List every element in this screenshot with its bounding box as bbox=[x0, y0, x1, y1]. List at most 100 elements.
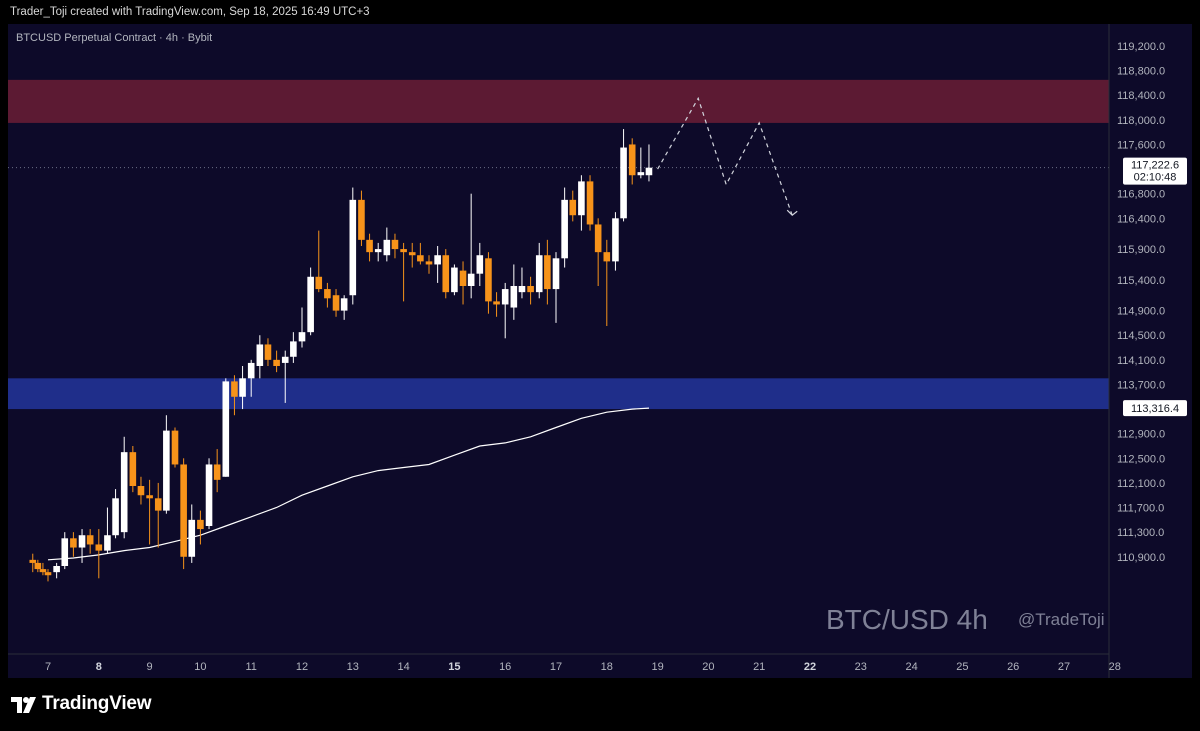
candle bbox=[146, 479, 153, 545]
price-tick-label: 118,000.0 bbox=[1117, 115, 1165, 127]
candle bbox=[637, 147, 645, 179]
projection-layer bbox=[657, 96, 798, 217]
candle bbox=[273, 350, 280, 373]
candle bbox=[535, 242, 543, 299]
candle-body bbox=[586, 181, 594, 225]
candle bbox=[44, 569, 52, 582]
candle bbox=[290, 332, 297, 363]
candle bbox=[349, 187, 357, 305]
candle-body bbox=[561, 199, 568, 259]
candle-body bbox=[552, 258, 560, 290]
time-tick-label: 24 bbox=[905, 661, 917, 673]
candle bbox=[425, 255, 433, 274]
candle bbox=[400, 242, 407, 302]
candle-body bbox=[485, 258, 492, 302]
candle-body bbox=[120, 452, 128, 533]
candle bbox=[315, 230, 323, 293]
chart-frame[interactable]: 119,200.0 118,800.0 118,400.0 118,000.0 117,… bbox=[8, 24, 1192, 678]
candle bbox=[70, 532, 77, 557]
candle-body bbox=[188, 519, 196, 557]
candle bbox=[104, 507, 111, 554]
time-tick-label: 28 bbox=[1109, 661, 1121, 673]
candle-body bbox=[213, 464, 221, 480]
candle-body bbox=[129, 452, 137, 486]
candle bbox=[137, 476, 145, 505]
candle bbox=[383, 227, 391, 262]
candle bbox=[34, 559, 42, 573]
time-tick-label: 26 bbox=[1007, 661, 1019, 673]
time-axis[interactable]: 7 8 9 10 11 12 13 14 15 16 17 18 19 20 21 22 23 24 25 26 27 2… bbox=[45, 661, 1121, 673]
candle-body bbox=[180, 464, 187, 557]
candle-body bbox=[459, 270, 467, 286]
time-tick-label: 21 bbox=[753, 661, 765, 673]
candle bbox=[332, 289, 340, 317]
candle bbox=[340, 295, 348, 320]
price-tick-label: 110,900.0 bbox=[1117, 552, 1165, 564]
candle-body bbox=[222, 381, 230, 477]
candle bbox=[61, 532, 69, 570]
candle bbox=[501, 282, 509, 339]
candle-body bbox=[501, 289, 509, 305]
candle bbox=[612, 212, 619, 271]
candle bbox=[476, 242, 484, 286]
candle-body bbox=[391, 239, 399, 250]
candle-body bbox=[383, 239, 391, 256]
price-axis[interactable]: 119,200.0 118,800.0 118,400.0 118,000.0 117,… bbox=[1117, 41, 1165, 564]
candle-body bbox=[78, 535, 86, 548]
watermark-main: BTC/USD 4h bbox=[826, 604, 988, 635]
candle-body bbox=[44, 572, 52, 576]
time-tick-label: 10 bbox=[194, 661, 206, 673]
candle bbox=[163, 415, 170, 514]
candle-body bbox=[476, 255, 484, 274]
candle-body bbox=[29, 559, 37, 563]
price-tick-label: 111,700.0 bbox=[1117, 503, 1164, 515]
candle-body bbox=[256, 344, 264, 366]
candle-body bbox=[535, 255, 543, 293]
time-tick-label: 9 bbox=[147, 661, 153, 673]
candle bbox=[578, 175, 585, 231]
candle bbox=[324, 282, 331, 308]
candle-body bbox=[146, 495, 153, 499]
time-tick-label: 14 bbox=[397, 661, 409, 673]
candle-body bbox=[264, 344, 272, 360]
candle-body bbox=[518, 286, 526, 293]
time-tick-label: 25 bbox=[956, 661, 968, 673]
candle bbox=[205, 458, 213, 530]
time-tick-label: 11 bbox=[245, 661, 256, 673]
candle-body bbox=[527, 286, 534, 293]
price-tick-label: 111,300.0 bbox=[1117, 527, 1164, 539]
tradingview-logo[interactable]: TradingView bbox=[10, 693, 152, 715]
candle-body bbox=[493, 301, 500, 305]
candle bbox=[180, 458, 187, 570]
candle-body bbox=[290, 341, 297, 357]
time-tick-label: 18 bbox=[601, 661, 613, 673]
candle-body bbox=[408, 252, 416, 256]
candle bbox=[544, 239, 551, 305]
candle-body bbox=[197, 519, 204, 530]
candle bbox=[129, 446, 137, 493]
candle-body bbox=[358, 199, 365, 240]
candle-body bbox=[349, 199, 357, 296]
candle-body bbox=[578, 181, 585, 216]
candle-body bbox=[637, 172, 645, 176]
candle bbox=[247, 359, 255, 397]
candle-body bbox=[281, 356, 289, 363]
candle bbox=[408, 242, 416, 268]
candle-body bbox=[628, 144, 636, 176]
price-tick-label: 118,400.0 bbox=[1117, 90, 1165, 102]
time-tick-label: 27 bbox=[1058, 661, 1070, 673]
candle bbox=[569, 190, 577, 222]
candle-body bbox=[86, 535, 94, 545]
price-chart[interactable]: 119,200.0 118,800.0 118,400.0 118,000.0 117,… bbox=[8, 24, 1192, 678]
candle bbox=[374, 242, 382, 262]
candle-body bbox=[544, 255, 551, 290]
candle-body bbox=[332, 295, 340, 311]
candle bbox=[86, 529, 94, 554]
candle-body bbox=[645, 167, 653, 176]
candle-body bbox=[112, 498, 119, 536]
candle bbox=[620, 129, 627, 222]
candle bbox=[188, 504, 196, 563]
candle bbox=[442, 249, 450, 299]
candle-body bbox=[510, 286, 518, 308]
candle-body bbox=[95, 544, 103, 551]
